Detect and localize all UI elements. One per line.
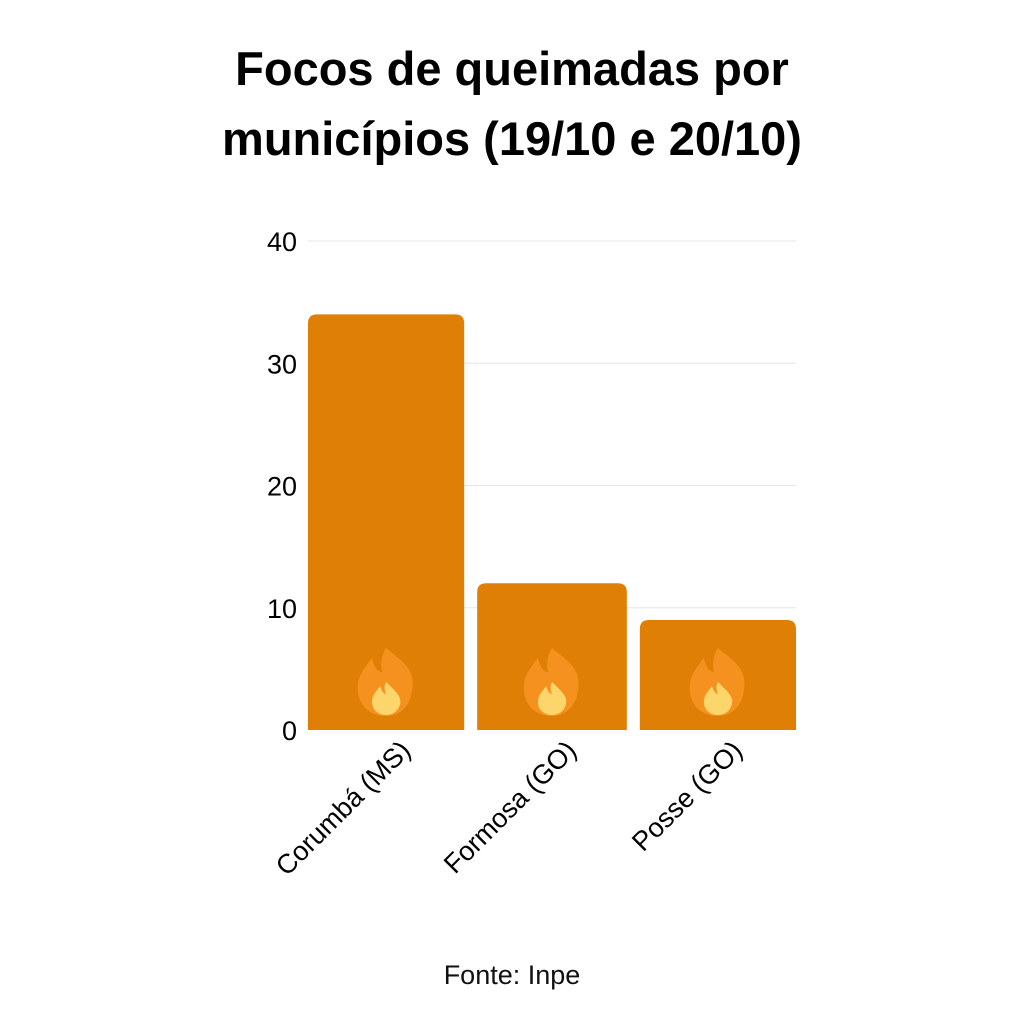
y-tick-label: 20 xyxy=(267,472,297,502)
x-tick-label: Corumbá (MS) xyxy=(270,735,416,881)
x-tick-label: Formosa (GO) xyxy=(438,735,582,879)
fire-icon xyxy=(357,648,413,716)
bar-icons xyxy=(357,648,745,716)
fire-icon xyxy=(689,648,745,716)
chart-title-line-2: municípios (19/10 e 20/10) xyxy=(222,112,802,165)
x-axis-ticks: Corumbá (MS) Formosa (GO) Posse (GO) xyxy=(270,735,748,881)
fire-icon xyxy=(523,648,579,716)
y-tick-label: 40 xyxy=(267,227,297,257)
y-axis-ticks: 0 10 20 30 40 xyxy=(267,227,297,746)
source-note: Fonte: Inpe xyxy=(443,960,581,990)
bar xyxy=(308,314,465,730)
chart-title-line-1: Focos de queimadas por xyxy=(235,42,789,95)
x-tick-label: Posse (GO) xyxy=(626,735,748,857)
chart-title: Focos de queimadas por municípios (19/10… xyxy=(0,34,1024,174)
y-tick-label: 0 xyxy=(282,716,297,746)
y-tick-label: 10 xyxy=(267,594,297,624)
y-tick-label: 30 xyxy=(267,349,297,379)
